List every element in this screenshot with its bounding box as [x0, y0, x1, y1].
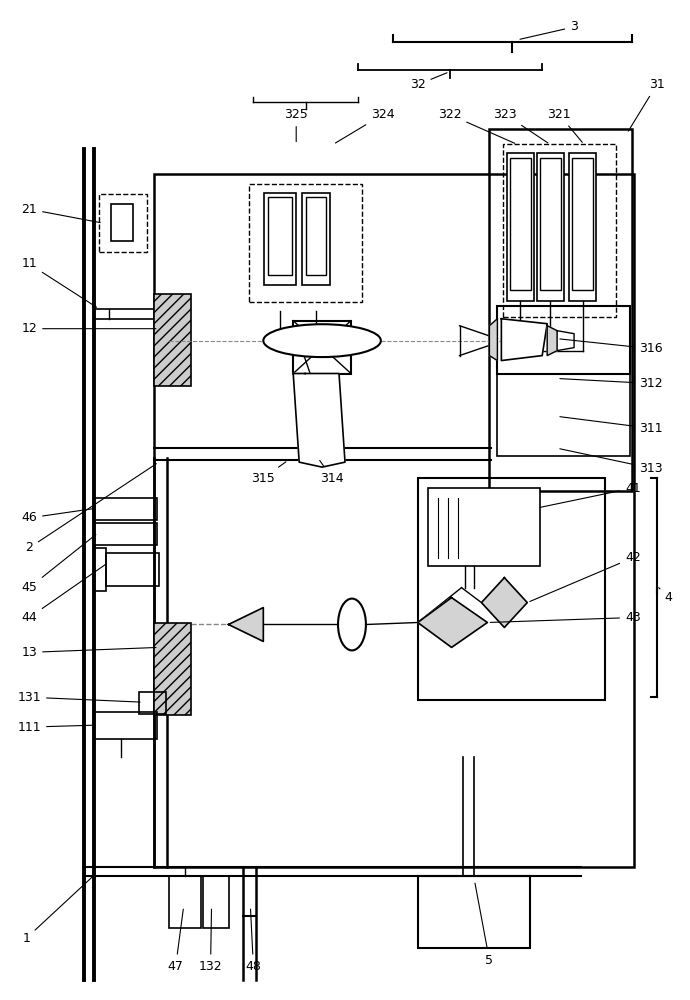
Bar — [302, 193, 330, 285]
Ellipse shape — [338, 599, 366, 650]
Text: 322: 322 — [437, 108, 515, 143]
Text: 3: 3 — [520, 20, 578, 39]
Bar — [94, 498, 157, 520]
Text: 48: 48 — [246, 909, 262, 973]
Text: 316: 316 — [560, 339, 662, 355]
Text: 32: 32 — [410, 73, 447, 91]
Polygon shape — [489, 319, 497, 361]
Text: 323: 323 — [493, 108, 548, 143]
Text: 13: 13 — [21, 646, 156, 659]
Bar — [293, 336, 351, 354]
Text: 47: 47 — [168, 909, 184, 973]
Polygon shape — [557, 331, 574, 351]
Bar — [538, 153, 564, 301]
Text: 44: 44 — [21, 564, 106, 624]
Bar — [111, 204, 133, 241]
Text: 46: 46 — [21, 508, 95, 524]
Bar — [504, 144, 616, 317]
Text: 43: 43 — [490, 611, 641, 624]
Bar — [293, 321, 351, 374]
Text: 314: 314 — [319, 460, 344, 485]
Text: 132: 132 — [199, 909, 222, 973]
Bar — [154, 294, 190, 386]
Text: 42: 42 — [530, 551, 641, 602]
Text: 324: 324 — [335, 108, 395, 143]
Text: 315: 315 — [251, 462, 286, 485]
Polygon shape — [228, 608, 264, 641]
Bar — [203, 876, 230, 928]
Text: 111: 111 — [17, 721, 95, 734]
Bar — [99, 194, 147, 252]
Text: 2: 2 — [26, 464, 157, 554]
Bar — [169, 876, 201, 928]
Text: 131: 131 — [17, 691, 140, 704]
Text: 1: 1 — [22, 875, 94, 945]
Text: 311: 311 — [560, 417, 662, 435]
Polygon shape — [293, 374, 345, 467]
Bar — [154, 174, 634, 867]
Bar — [249, 184, 362, 302]
Text: 12: 12 — [21, 322, 156, 335]
Bar — [264, 193, 296, 285]
Bar — [507, 153, 534, 301]
Bar — [94, 548, 106, 591]
Polygon shape — [502, 319, 547, 361]
Bar — [489, 129, 632, 491]
Ellipse shape — [264, 324, 381, 357]
Polygon shape — [547, 326, 557, 356]
Bar — [106, 553, 159, 586]
Bar — [306, 197, 326, 275]
Text: 41: 41 — [540, 482, 641, 507]
Bar — [268, 197, 292, 275]
Text: 5: 5 — [475, 883, 493, 967]
Text: 4: 4 — [659, 588, 673, 604]
Polygon shape — [417, 598, 487, 647]
Bar — [511, 158, 531, 290]
Text: 31: 31 — [629, 78, 664, 131]
Bar — [497, 374, 630, 456]
Bar — [417, 478, 605, 700]
Bar — [417, 876, 530, 948]
Text: 313: 313 — [560, 449, 662, 475]
Text: 11: 11 — [21, 257, 97, 307]
Text: 321: 321 — [547, 108, 582, 142]
Bar — [94, 523, 157, 545]
Bar — [139, 692, 166, 714]
Bar — [569, 153, 596, 301]
Text: 21: 21 — [21, 203, 100, 223]
Bar — [154, 623, 190, 715]
Bar — [497, 306, 630, 374]
Bar — [428, 488, 540, 566]
Bar — [94, 712, 157, 739]
Text: 325: 325 — [284, 108, 308, 142]
Bar — [572, 158, 593, 290]
Polygon shape — [482, 578, 527, 627]
Text: 45: 45 — [21, 535, 96, 594]
Text: 312: 312 — [560, 377, 662, 390]
Bar — [540, 158, 561, 290]
